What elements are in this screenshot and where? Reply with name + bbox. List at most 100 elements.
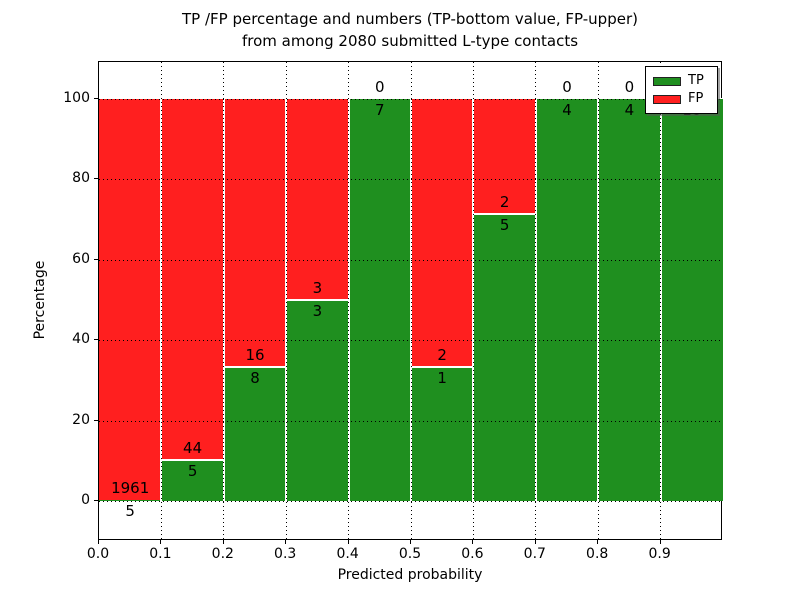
x-tick-label: 0.8 <box>586 546 609 562</box>
x-tick <box>659 540 661 544</box>
legend: TP FP <box>645 66 718 114</box>
bar-top-edge <box>223 98 287 99</box>
fp-bar-segment <box>99 99 162 500</box>
fp-bar-segment <box>161 99 224 460</box>
tp-count-label: 7 <box>375 101 385 119</box>
gridline-vertical <box>348 62 350 539</box>
tp-count-label: 8 <box>250 369 260 387</box>
y-axis-label: Percentage <box>32 260 48 340</box>
y-tick <box>94 339 98 341</box>
fp-count-label: 1961 <box>111 478 150 497</box>
chart-title-line1: TP /FP percentage and numbers (TP-bottom… <box>182 10 638 28</box>
x-tick <box>222 540 224 544</box>
tp-bar-segment <box>286 300 349 501</box>
bar-boundary-edge <box>286 299 349 301</box>
gridline-horizontal <box>99 420 721 422</box>
legend-entry-fp: FP <box>653 92 710 106</box>
bar-boundary-edge <box>223 366 287 368</box>
tp-bar-segment <box>535 99 599 501</box>
x-tick-label: 0.9 <box>648 546 671 562</box>
tp-count-label: 4 <box>562 101 572 119</box>
bar-boundary-edge <box>473 212 536 215</box>
x-tick-label: 0.0 <box>86 546 110 562</box>
gridline-vertical <box>535 62 537 539</box>
fp-legend-label: FP <box>688 91 704 106</box>
x-tick-label: 0.1 <box>149 546 172 562</box>
bar-boundary-edge <box>411 366 474 368</box>
tp-bar-segment <box>99 499 162 501</box>
chart-title-line2: from among 2080 submitted L-type contact… <box>241 32 579 50</box>
x-tick <box>597 540 599 544</box>
gridline-horizontal <box>99 259 721 261</box>
tp-bar-segment <box>660 99 723 501</box>
chart-title: TP /FP percentage and numbers (TP-bottom… <box>98 8 722 52</box>
gridline-vertical <box>410 62 412 539</box>
bar-top-edge <box>598 98 661 99</box>
y-tick-label: 100 <box>63 90 90 106</box>
x-tick <box>160 540 162 544</box>
y-tick-label: 20 <box>72 411 90 428</box>
tp-count-label: 5 <box>125 501 135 520</box>
fp-count-label: 0 <box>562 78 572 96</box>
legend-entry-tp: TP <box>653 74 710 88</box>
y-tick-label: 0 <box>81 492 90 508</box>
gridline-vertical <box>160 62 162 539</box>
tp-count-label: 4 <box>624 101 635 119</box>
tp-bar-segment <box>411 367 474 501</box>
fp-count-label: 0 <box>624 78 635 96</box>
gridline-vertical <box>660 62 662 539</box>
fp-count-label: 2 <box>499 192 510 211</box>
y-tick <box>94 178 98 180</box>
fp-count-label: 2 <box>437 346 447 364</box>
gridline-vertical <box>472 62 474 539</box>
fp-bar-segment <box>411 99 474 367</box>
bar-top-edge <box>473 98 536 99</box>
fp-bar-segment <box>473 99 536 214</box>
bar-top-edge <box>161 98 224 99</box>
y-tick <box>94 98 98 99</box>
gridline-horizontal <box>99 99 721 100</box>
tp-count-label: 5 <box>499 215 510 234</box>
x-tick <box>472 540 474 544</box>
tp-legend-swatch <box>653 76 681 86</box>
tp-bar-segment <box>598 99 661 501</box>
gridline-horizontal <box>99 179 721 181</box>
bar-top-edge <box>348 98 411 99</box>
x-axis-label: Predicted probability <box>337 567 483 583</box>
tp-bar-segment <box>223 367 287 501</box>
tp-legend-label: TP <box>688 73 704 88</box>
x-tick <box>98 540 99 544</box>
plot-area: 19615445168330721250404010 <box>98 61 723 540</box>
x-tick <box>534 540 536 544</box>
fp-count-label: 0 <box>375 78 385 96</box>
y-tick <box>94 419 98 421</box>
fp-count-label: 16 <box>245 346 265 364</box>
bar-top-edge <box>411 98 474 99</box>
fp-bar-segment <box>223 99 287 367</box>
y-tick <box>94 258 98 260</box>
bar-top-edge <box>286 98 349 99</box>
gridline-vertical <box>223 62 225 539</box>
x-tick <box>347 540 349 544</box>
tp-count-label: 5 <box>187 461 198 480</box>
y-tick-label: 40 <box>72 331 90 348</box>
tp-count-label: 1 <box>437 369 447 387</box>
y-tick-label: 60 <box>72 250 90 267</box>
y-tick-label: 80 <box>72 170 90 187</box>
fp-legend-swatch <box>653 94 681 104</box>
fp-count-label: 3 <box>312 279 323 297</box>
tp-bar-segment <box>348 99 411 501</box>
x-tick <box>410 540 411 544</box>
bar-top-edge <box>535 98 599 99</box>
tp-count-label: 3 <box>312 302 323 320</box>
x-tick-label: 0.5 <box>398 546 422 562</box>
fp-bar-segment <box>286 99 349 300</box>
x-tick-label: 0.4 <box>336 546 359 562</box>
x-tick <box>285 540 287 544</box>
x-tick-label: 0.2 <box>211 546 234 562</box>
gridline-horizontal <box>99 340 721 342</box>
x-tick-label: 0.3 <box>274 546 297 562</box>
x-tick-label: 0.6 <box>461 546 484 562</box>
gridline-horizontal <box>99 501 721 502</box>
